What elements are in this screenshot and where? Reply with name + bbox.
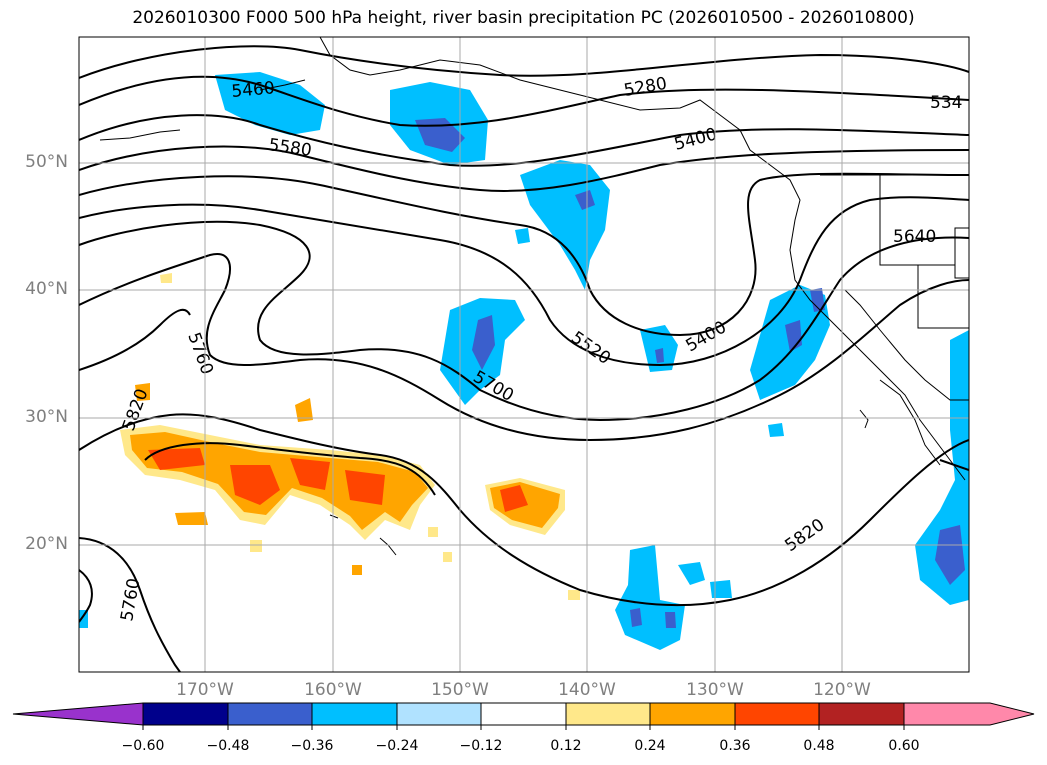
colorbar-segment	[565, 702, 651, 726]
contour-labels: 5460 5580 5280 5400 534 5640 5520 5400 5…	[117, 74, 962, 623]
colorbar-tick-label: −0.60	[121, 738, 165, 754]
colorbar-segment	[396, 702, 482, 726]
lon-label: 150°W	[431, 680, 489, 700]
lon-label: 170°W	[176, 680, 234, 700]
lon-label: 130°W	[686, 680, 744, 700]
height-contours	[79, 45, 969, 672]
contour-label: 5460	[231, 78, 276, 102]
colorbar-segment	[649, 702, 736, 726]
colorbar-tick-label: 0.48	[803, 738, 835, 754]
contour-label: 5280	[622, 74, 668, 101]
colorbar-segment	[311, 702, 398, 726]
lat-label: 40°N	[25, 279, 68, 299]
colorbar-segment	[480, 702, 567, 726]
contour-label: 5760	[183, 330, 217, 377]
lon-label: 120°W	[813, 680, 871, 700]
contour-label: 534	[930, 93, 962, 113]
lon-label: 140°W	[558, 680, 616, 700]
colorbar-segment	[818, 702, 905, 726]
map-content: 5460 5580 5280 5400 534 5640 5520 5400 5…	[79, 37, 969, 672]
colorbar-tick-label: 0.60	[888, 738, 920, 754]
map-frame	[78, 36, 970, 673]
lat-label: 30°N	[25, 407, 68, 427]
colorbar-tick-label: 0.36	[719, 738, 751, 754]
colorbar-segment	[734, 702, 820, 726]
lat-label: 50°N	[25, 152, 68, 172]
contour-label: 5640	[893, 227, 936, 247]
contour-label: 5820	[781, 515, 828, 556]
contour-label: 5400	[672, 124, 719, 155]
colorbar-extend-min	[12, 702, 144, 726]
colorbar-tick-label: −0.12	[459, 738, 503, 754]
lat-label: 20°N	[25, 534, 68, 554]
colorbar-extend-max	[903, 702, 1035, 726]
colorbar-tick-label: −0.24	[375, 738, 419, 754]
contour-label: 5520	[567, 328, 614, 369]
lon-label: 160°W	[304, 680, 362, 700]
contour-label: 5400	[683, 317, 730, 356]
colorbar-segment	[227, 702, 313, 726]
graticule	[79, 37, 969, 672]
colorbar-segment	[142, 702, 229, 726]
contour-label: 5580	[267, 135, 313, 161]
map-title: 2026010300 F000 500 hPa height, river ba…	[132, 8, 915, 28]
colorbar-tick-label: 0.24	[634, 738, 666, 754]
contour-label: 5760	[117, 577, 144, 623]
colorbar-tick-label: −0.36	[290, 738, 334, 754]
colorbar-tick-label: 0.12	[550, 738, 582, 754]
colorbar	[12, 702, 1035, 730]
colorbar-tick-label: −0.48	[206, 738, 250, 754]
